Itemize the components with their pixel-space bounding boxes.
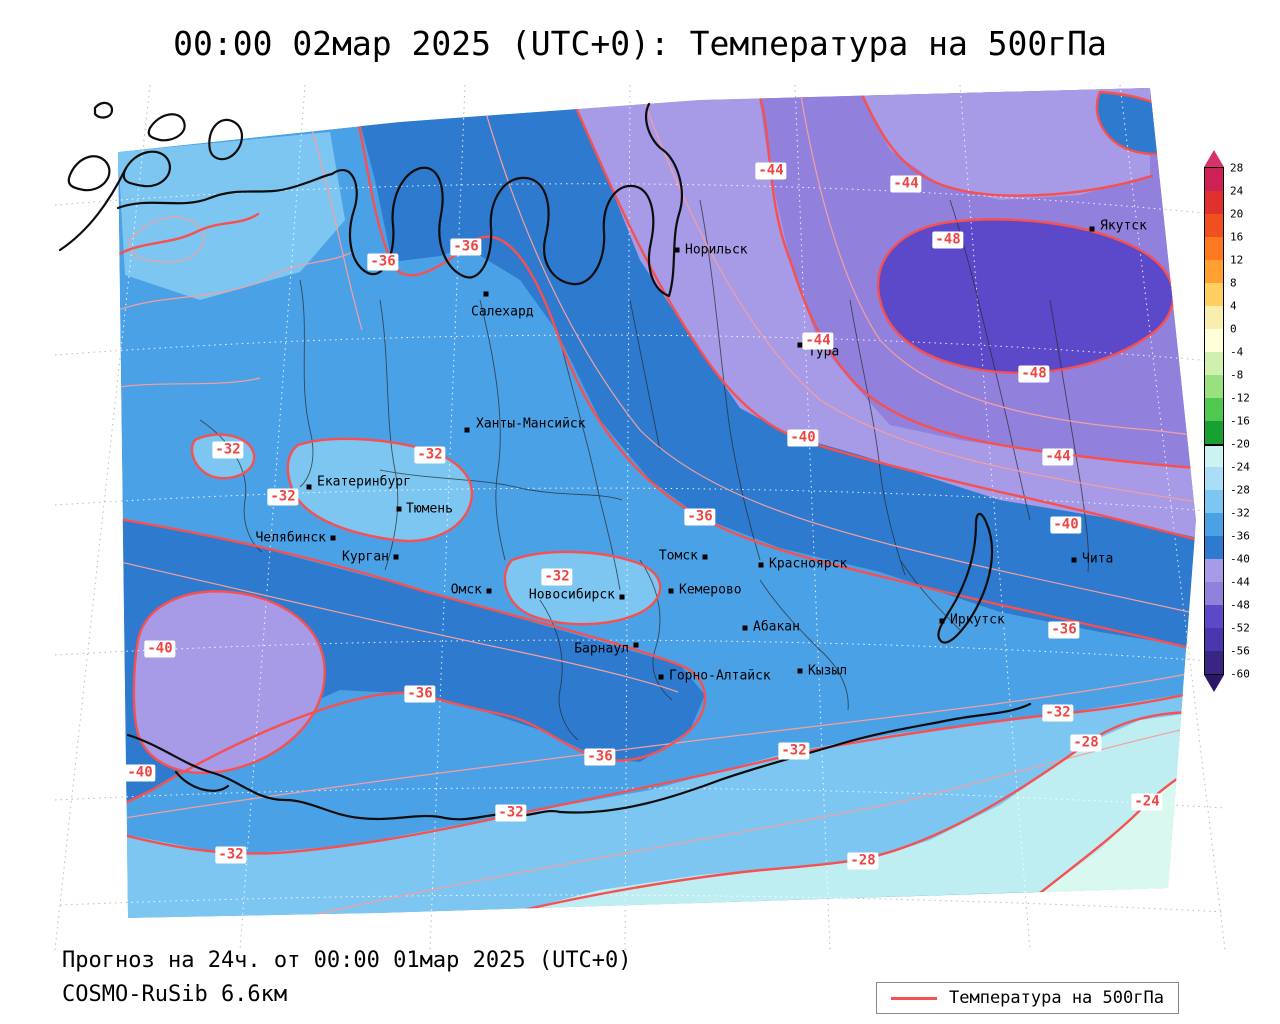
colorbar-cell	[1205, 260, 1223, 283]
colorbar-cell	[1205, 605, 1223, 628]
colorbar-tick: -28	[1230, 483, 1250, 497]
colorbar-tick: -20	[1230, 437, 1250, 451]
colorbar-cell	[1205, 306, 1223, 329]
colorbar-ticks: 28 24 20 16 12 8 4 0 -4 -8 -12 -16 -20 -24 -28 -32 -36 -4…	[1230, 162, 1264, 688]
colorbar-tick: 20	[1230, 207, 1244, 221]
colorbar-tick: -60	[1230, 667, 1250, 681]
colorbar-tick: -36	[1230, 529, 1250, 543]
colorbar-cell	[1205, 329, 1223, 352]
footer: Прогноз на 24ч. от 00:00 01мар 2025 (UTC…	[62, 948, 632, 1016]
colorbar-tick: 0	[1230, 322, 1237, 336]
graticule-map	[118, 88, 1196, 918]
colorbar-cell	[1205, 283, 1223, 306]
colorbar-tick: 16	[1230, 230, 1244, 244]
admin-borders	[199, 199, 1089, 741]
colorbar-tick: -8	[1230, 368, 1244, 382]
colorbar-tick: -16	[1230, 414, 1250, 428]
colorbar-cell	[1205, 375, 1223, 398]
colorbar-tick: 28	[1230, 161, 1244, 175]
colorbar-cell	[1205, 513, 1223, 536]
colorbar-tick: -24	[1230, 460, 1250, 474]
colorbar-cell	[1205, 467, 1223, 490]
colorbar-tick: -56	[1230, 644, 1250, 658]
colorbar-cell	[1205, 559, 1223, 582]
temperature-colorbar: 28 24 20 16 12 8 4 0 -4 -8 -12 -16 -20 -24 -28 -32 -36 -4…	[1204, 150, 1264, 692]
colorbar-cell	[1205, 352, 1223, 375]
legend-line-sample	[891, 996, 937, 1000]
colorbar-tick: 12	[1230, 253, 1244, 267]
colorbar-cell	[1205, 421, 1223, 444]
colorbar-cell	[1205, 398, 1223, 421]
colorbar-tick: 8	[1230, 276, 1237, 290]
colorbar-tick: -44	[1230, 575, 1250, 589]
colorbar-tick: -40	[1230, 552, 1250, 566]
colorbar-arrow-up	[1204, 150, 1224, 167]
model-info: COSMO-RuSib 6.6км	[62, 982, 288, 1007]
colorbar-cell	[1205, 214, 1223, 237]
temperature-field	[118, 88, 1196, 918]
colorbar-tick: -12	[1230, 391, 1250, 405]
colorbar-cell	[1205, 536, 1223, 559]
colorbar-tick: -48	[1230, 598, 1250, 612]
forecast-info: Прогноз на 24ч. от 00:00 01мар 2025 (UTC…	[62, 948, 632, 973]
legend: Температура на 500гПа	[876, 982, 1179, 1014]
colorbar-arrow-down	[1204, 675, 1224, 692]
colorbar-tick: 24	[1230, 184, 1244, 198]
colorbar-tick: -52	[1230, 621, 1250, 635]
colorbar-cell	[1205, 490, 1223, 513]
colorbar-cells	[1204, 167, 1224, 675]
colorbar-cell	[1205, 628, 1223, 651]
colorbar-tick: -32	[1230, 506, 1250, 520]
colorbar-cell	[1205, 237, 1223, 260]
colorbar-cell	[1205, 444, 1223, 467]
colorbar-cell	[1205, 191, 1223, 214]
colorbar-tick: 4	[1230, 299, 1237, 313]
coastlines	[58, 101, 1032, 821]
colorbar-cell	[1205, 582, 1223, 605]
map-title: 00:00 02мар 2025 (UTC+0): Температура на…	[173, 24, 1107, 63]
colorbar-cell	[1205, 168, 1223, 191]
colorbar-tick: -4	[1230, 345, 1244, 359]
colorbar-cell	[1205, 651, 1223, 674]
legend-label: Температура на 500гПа	[949, 988, 1164, 1008]
